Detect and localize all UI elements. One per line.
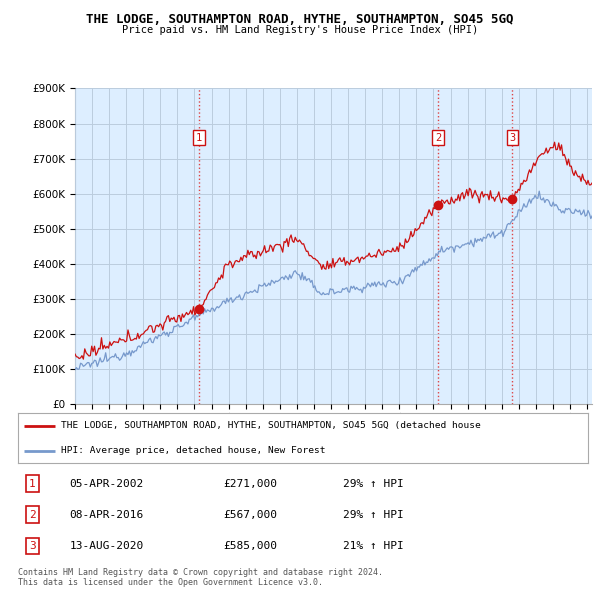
Text: 13-AUG-2020: 13-AUG-2020 [70,541,143,551]
Text: £567,000: £567,000 [223,510,277,520]
Text: 2: 2 [29,510,35,520]
Text: 05-APR-2002: 05-APR-2002 [70,478,143,489]
Text: THE LODGE, SOUTHAMPTON ROAD, HYTHE, SOUTHAMPTON, SO45 5GQ (detached house: THE LODGE, SOUTHAMPTON ROAD, HYTHE, SOUT… [61,421,481,430]
Text: HPI: Average price, detached house, New Forest: HPI: Average price, detached house, New … [61,446,325,455]
Text: 08-APR-2016: 08-APR-2016 [70,510,143,520]
Text: £271,000: £271,000 [223,478,277,489]
Text: 3: 3 [29,541,35,551]
Text: 29% ↑ HPI: 29% ↑ HPI [343,510,404,520]
Text: 2: 2 [435,133,441,143]
Text: £585,000: £585,000 [223,541,277,551]
Text: THE LODGE, SOUTHAMPTON ROAD, HYTHE, SOUTHAMPTON, SO45 5GQ: THE LODGE, SOUTHAMPTON ROAD, HYTHE, SOUT… [86,13,514,26]
Text: Price paid vs. HM Land Registry's House Price Index (HPI): Price paid vs. HM Land Registry's House … [122,25,478,35]
Text: 3: 3 [509,133,515,143]
Text: 1: 1 [29,478,35,489]
Text: 1: 1 [196,133,202,143]
Text: 21% ↑ HPI: 21% ↑ HPI [343,541,404,551]
Text: Contains HM Land Registry data © Crown copyright and database right 2024.
This d: Contains HM Land Registry data © Crown c… [18,568,383,587]
Text: 29% ↑ HPI: 29% ↑ HPI [343,478,404,489]
